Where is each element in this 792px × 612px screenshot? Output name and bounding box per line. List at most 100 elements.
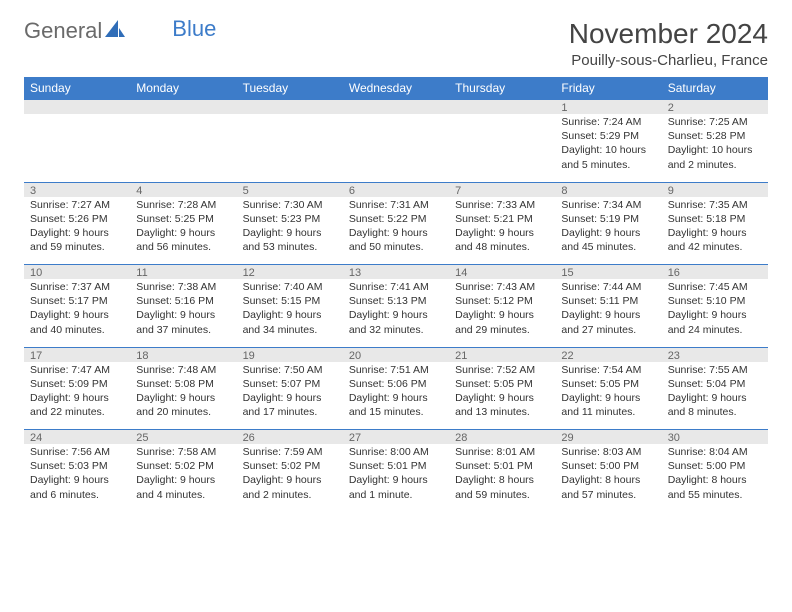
day-cell: Sunrise: 7:38 AMSunset: 5:16 PMDaylight:… — [130, 279, 236, 347]
sunrise-text: Sunrise: 8:03 AM — [561, 445, 655, 459]
daylight-text: Daylight: 9 hours and 22 minutes. — [30, 391, 124, 419]
day-number: 5 — [243, 185, 249, 197]
brand-word-2: Blue — [172, 16, 216, 42]
day-number-cell: 15 — [555, 265, 661, 280]
day-cell — [24, 114, 130, 182]
day-cell: Sunrise: 7:47 AMSunset: 5:09 PMDaylight:… — [24, 362, 130, 430]
day-cell: Sunrise: 8:00 AMSunset: 5:01 PMDaylight:… — [343, 444, 449, 512]
sunset-text: Sunset: 5:15 PM — [243, 294, 337, 308]
sunrise-text: Sunrise: 7:43 AM — [455, 280, 549, 294]
daylight-text: Daylight: 9 hours and 40 minutes. — [30, 308, 124, 336]
day-number: 3 — [30, 185, 36, 197]
day-cell: Sunrise: 7:25 AMSunset: 5:28 PMDaylight:… — [662, 114, 768, 182]
day-number-cell: 9 — [662, 182, 768, 197]
sunset-text: Sunset: 5:07 PM — [243, 377, 337, 391]
day-number-cell: 30 — [662, 430, 768, 445]
sunrise-text: Sunrise: 8:04 AM — [668, 445, 762, 459]
day-cell: Sunrise: 7:51 AMSunset: 5:06 PMDaylight:… — [343, 362, 449, 430]
page-header: General Blue November 2024 Pouilly-sous-… — [24, 18, 768, 69]
week-data-row: Sunrise: 7:27 AMSunset: 5:26 PMDaylight:… — [24, 197, 768, 265]
sunrise-text: Sunrise: 7:45 AM — [668, 280, 762, 294]
day-number: 16 — [668, 267, 680, 279]
day-number-cell: 2 — [662, 100, 768, 115]
day-number-cell: 22 — [555, 347, 661, 362]
weekday-header: Friday — [555, 77, 661, 100]
daylight-text: Daylight: 9 hours and 17 minutes. — [243, 391, 337, 419]
day-number-cell: 5 — [237, 182, 343, 197]
day-number: 26 — [243, 432, 255, 444]
week-day-strip: 24252627282930 — [24, 430, 768, 445]
day-number: 1 — [561, 102, 567, 114]
day-number: 2 — [668, 102, 674, 114]
day-number-cell: 16 — [662, 265, 768, 280]
day-cell: Sunrise: 7:45 AMSunset: 5:10 PMDaylight:… — [662, 279, 768, 347]
day-number-cell: 14 — [449, 265, 555, 280]
day-number-cell: 21 — [449, 347, 555, 362]
day-number: 23 — [668, 350, 680, 362]
sunset-text: Sunset: 5:11 PM — [561, 294, 655, 308]
title-block: November 2024 Pouilly-sous-Charlieu, Fra… — [569, 18, 768, 69]
sunset-text: Sunset: 5:04 PM — [668, 377, 762, 391]
day-cell: Sunrise: 7:37 AMSunset: 5:17 PMDaylight:… — [24, 279, 130, 347]
sunrise-text: Sunrise: 7:33 AM — [455, 198, 549, 212]
sunrise-text: Sunrise: 7:56 AM — [30, 445, 124, 459]
day-number-cell: 23 — [662, 347, 768, 362]
sunset-text: Sunset: 5:18 PM — [668, 212, 762, 226]
day-number-cell: 17 — [24, 347, 130, 362]
day-number-cell: 26 — [237, 430, 343, 445]
sail-icon — [104, 18, 126, 44]
daylight-text: Daylight: 9 hours and 45 minutes. — [561, 226, 655, 254]
day-number: 14 — [455, 267, 467, 279]
daylight-text: Daylight: 9 hours and 29 minutes. — [455, 308, 549, 336]
week-data-row: Sunrise: 7:47 AMSunset: 5:09 PMDaylight:… — [24, 362, 768, 430]
sunset-text: Sunset: 5:29 PM — [561, 129, 655, 143]
day-cell: Sunrise: 7:24 AMSunset: 5:29 PMDaylight:… — [555, 114, 661, 182]
sunset-text: Sunset: 5:19 PM — [561, 212, 655, 226]
sunset-text: Sunset: 5:28 PM — [668, 129, 762, 143]
day-cell: Sunrise: 7:52 AMSunset: 5:05 PMDaylight:… — [449, 362, 555, 430]
daylight-text: Daylight: 9 hours and 2 minutes. — [243, 473, 337, 501]
sunset-text: Sunset: 5:05 PM — [455, 377, 549, 391]
week-day-strip: 12 — [24, 100, 768, 115]
day-cell: Sunrise: 7:30 AMSunset: 5:23 PMDaylight:… — [237, 197, 343, 265]
sunrise-text: Sunrise: 7:54 AM — [561, 363, 655, 377]
sunrise-text: Sunrise: 7:30 AM — [243, 198, 337, 212]
daylight-text: Daylight: 8 hours and 57 minutes. — [561, 473, 655, 501]
day-number: 30 — [668, 432, 680, 444]
daylight-text: Daylight: 9 hours and 37 minutes. — [136, 308, 230, 336]
day-cell: Sunrise: 8:01 AMSunset: 5:01 PMDaylight:… — [449, 444, 555, 512]
sunrise-text: Sunrise: 7:28 AM — [136, 198, 230, 212]
day-number: 22 — [561, 350, 573, 362]
weekday-header: Tuesday — [237, 77, 343, 100]
daylight-text: Daylight: 9 hours and 4 minutes. — [136, 473, 230, 501]
sunset-text: Sunset: 5:23 PM — [243, 212, 337, 226]
day-number: 10 — [30, 267, 42, 279]
day-number-cell: 3 — [24, 182, 130, 197]
sunset-text: Sunset: 5:01 PM — [455, 459, 549, 473]
brand-logo: General Blue — [24, 18, 216, 44]
week-day-strip: 17181920212223 — [24, 347, 768, 362]
sunrise-text: Sunrise: 8:00 AM — [349, 445, 443, 459]
day-cell: Sunrise: 7:56 AMSunset: 5:03 PMDaylight:… — [24, 444, 130, 512]
day-cell: Sunrise: 7:41 AMSunset: 5:13 PMDaylight:… — [343, 279, 449, 347]
day-number-cell — [343, 100, 449, 115]
daylight-text: Daylight: 9 hours and 11 minutes. — [561, 391, 655, 419]
day-cell: Sunrise: 7:44 AMSunset: 5:11 PMDaylight:… — [555, 279, 661, 347]
daylight-text: Daylight: 9 hours and 32 minutes. — [349, 308, 443, 336]
sunset-text: Sunset: 5:05 PM — [561, 377, 655, 391]
day-number: 17 — [30, 350, 42, 362]
day-cell: Sunrise: 7:48 AMSunset: 5:08 PMDaylight:… — [130, 362, 236, 430]
sunrise-text: Sunrise: 7:59 AM — [243, 445, 337, 459]
day-cell: Sunrise: 7:58 AMSunset: 5:02 PMDaylight:… — [130, 444, 236, 512]
week-data-row: Sunrise: 7:24 AMSunset: 5:29 PMDaylight:… — [24, 114, 768, 182]
sunset-text: Sunset: 5:10 PM — [668, 294, 762, 308]
daylight-text: Daylight: 9 hours and 8 minutes. — [668, 391, 762, 419]
sunrise-text: Sunrise: 7:25 AM — [668, 115, 762, 129]
day-cell — [343, 114, 449, 182]
sunset-text: Sunset: 5:13 PM — [349, 294, 443, 308]
day-number-cell — [237, 100, 343, 115]
week-day-strip: 10111213141516 — [24, 265, 768, 280]
daylight-text: Daylight: 8 hours and 59 minutes. — [455, 473, 549, 501]
sunrise-text: Sunrise: 7:55 AM — [668, 363, 762, 377]
day-number-cell — [24, 100, 130, 115]
